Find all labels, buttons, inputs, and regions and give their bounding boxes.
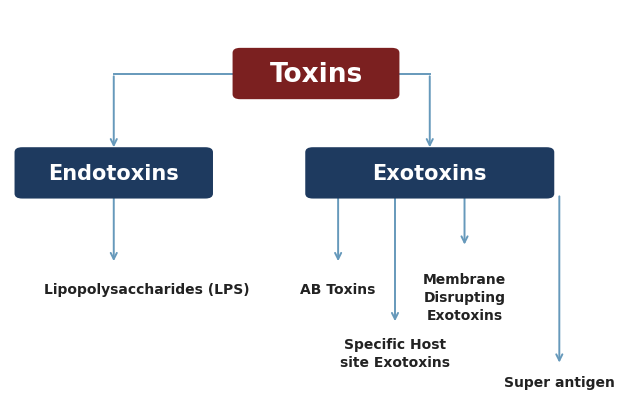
Text: AB Toxins: AB Toxins	[300, 282, 376, 296]
Text: Endotoxins: Endotoxins	[49, 164, 179, 183]
Text: Toxins: Toxins	[269, 62, 363, 87]
FancyBboxPatch shape	[305, 148, 554, 199]
Text: Specific Host
site Exotoxins: Specific Host site Exotoxins	[340, 337, 450, 369]
Text: Membrane
Disrupting
Exotoxins: Membrane Disrupting Exotoxins	[423, 272, 506, 323]
Text: Super antigen: Super antigen	[504, 375, 615, 389]
FancyBboxPatch shape	[233, 49, 399, 100]
FancyBboxPatch shape	[15, 148, 213, 199]
Text: Lipopolysaccharides (LPS): Lipopolysaccharides (LPS)	[44, 282, 250, 296]
Text: Exotoxins: Exotoxins	[372, 164, 487, 183]
